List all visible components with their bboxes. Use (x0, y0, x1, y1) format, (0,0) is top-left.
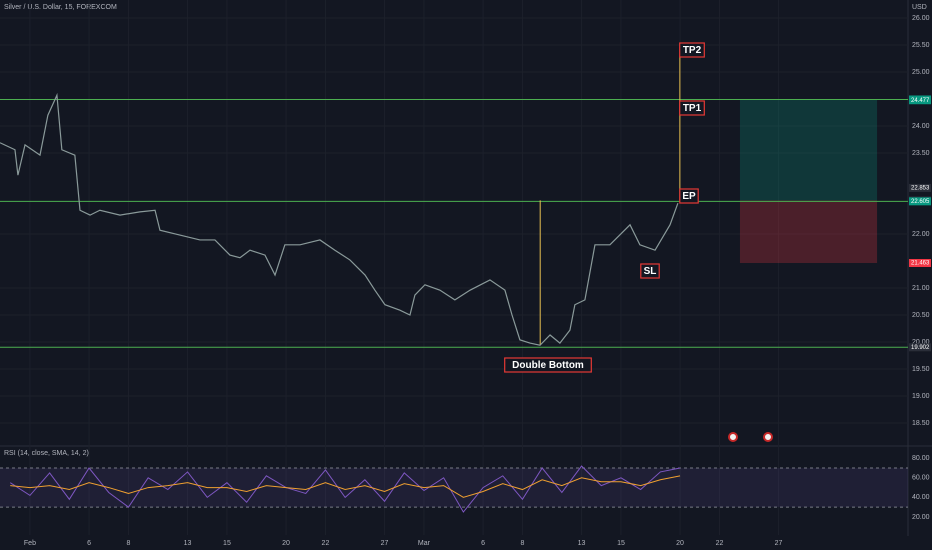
x-tick-label: 8 (521, 540, 525, 547)
rsi-tick-label: 60.00 (912, 475, 930, 482)
price-label-box (909, 343, 931, 352)
x-tick-label: 6 (87, 540, 91, 547)
y-tick-label: 20.50 (912, 312, 930, 319)
annotation-box (679, 188, 699, 204)
annotation-box (679, 42, 705, 58)
rsi-line (10, 475, 681, 498)
rsi-tick-label: 20.00 (912, 514, 930, 521)
price-label-box (909, 183, 931, 192)
annotation: EP (682, 191, 696, 202)
x-tick-label: 13 (184, 540, 192, 547)
rsi-band (0, 468, 908, 508)
x-tick-label: 27 (381, 540, 389, 547)
event-icon[interactable] (763, 432, 773, 442)
rsi-title: RSI (14, close, SMA, 14, 2) (4, 450, 89, 457)
x-tick-label: 20 (676, 540, 684, 547)
price-line (0, 92, 679, 346)
chart-title: Silver / U.S. Dollar, 15, FOREXCOM (4, 4, 117, 11)
event-icon[interactable] (728, 432, 738, 442)
currency: USD (912, 4, 927, 11)
x-tick-label: 22 (716, 540, 724, 547)
annotation-box (640, 263, 660, 279)
annotation: TP2 (683, 45, 702, 56)
x-tick-label: 15 (223, 540, 231, 547)
y-tick-label: 26.00 (912, 15, 930, 22)
loss-zone (739, 200, 878, 264)
annotation: SL (644, 266, 657, 277)
x-tick-label: 22 (322, 540, 330, 547)
y-tick-label: 19.50 (912, 366, 930, 373)
y-tick-label: 18.50 (912, 420, 930, 427)
x-tick-label: 13 (578, 540, 586, 547)
annotation-box (504, 357, 592, 373)
x-tick-label: 15 (617, 540, 625, 547)
price-label-box (909, 197, 931, 206)
rsi-tick-label: 80.00 (912, 455, 930, 462)
profit-zone (739, 99, 878, 201)
y-tick-label: 19.00 (912, 393, 930, 400)
price-label: 24.477 (911, 98, 930, 104)
y-tick-label: 25.00 (912, 69, 930, 76)
price-label: 21.463 (911, 261, 930, 267)
y-tick-label: 22.00 (912, 231, 930, 238)
price-label-box (909, 259, 931, 268)
annotation: TP1 (683, 103, 702, 114)
x-tick-label: 6 (481, 540, 485, 547)
y-tick-label: 24.00 (912, 123, 930, 130)
y-tick-label: 23.50 (912, 150, 930, 157)
annotation-box (679, 100, 705, 116)
price-label: 22.605 (911, 199, 930, 205)
price-label: 22.853 (911, 186, 930, 192)
y-tick-label: 20.00 (912, 339, 930, 346)
x-tick-label: 27 (775, 540, 783, 547)
y-tick-label: 21.00 (912, 285, 930, 292)
rsi-tick-label: 40.00 (912, 494, 930, 501)
x-tick-label: Feb (24, 540, 36, 547)
y-tick-label: 25.50 (912, 42, 930, 49)
price-label-box (909, 96, 931, 105)
rsi-line (9, 465, 681, 513)
annotation: Double Bottom (512, 360, 584, 371)
x-tick-label: 8 (126, 540, 130, 547)
x-tick-label: Mar (418, 540, 431, 547)
price-label: 19.902 (911, 345, 930, 351)
x-tick-label: 20 (282, 540, 290, 547)
